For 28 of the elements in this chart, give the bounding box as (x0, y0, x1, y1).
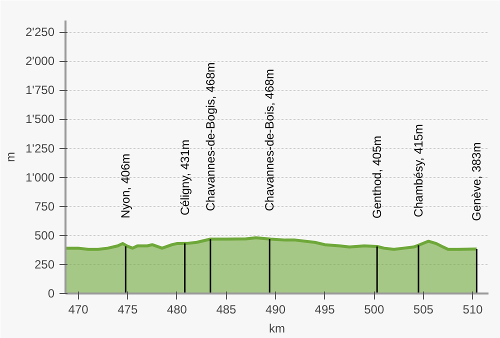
y-tick-label: 2'000 (26, 54, 55, 68)
x-tick-label: 485 (216, 302, 237, 316)
y-tick-label: 1'750 (26, 83, 55, 98)
y-tick-label: 2'250 (26, 25, 55, 40)
annotation: Chambésy, 415m (411, 124, 426, 218)
y-tick-label: 500 (34, 228, 55, 242)
y-axis-title: m (4, 152, 18, 162)
y-tick-label: 1'250 (26, 141, 55, 156)
x-tick-label: 495 (314, 302, 336, 316)
y-tick-label: 250 (34, 257, 55, 272)
y-tick-label: 1'500 (26, 112, 55, 126)
x-tick-label: 500 (364, 302, 384, 316)
x-tick-label: 510 (462, 302, 484, 316)
x-tick-label: 475 (118, 302, 138, 316)
x-tick-label: 490 (266, 302, 286, 316)
annotation: Genève, 383m (470, 142, 484, 222)
y-tick-label: 0 (48, 286, 55, 300)
x-tick-label: 505 (413, 302, 434, 316)
annotation: Céligny, 431m (178, 140, 192, 216)
annotation: Chavannes-de-Bogis, 468m (203, 62, 218, 212)
annotation: Chavannes-de-Bois, 468m (262, 69, 277, 212)
x-tick-label: 470 (68, 302, 89, 316)
x-tick-label: 480 (166, 302, 188, 316)
x-axis-title: km (269, 322, 285, 336)
annotation: Genthod, 405m (370, 136, 384, 218)
annotation: Nyon, 406m (118, 154, 133, 218)
y-tick-label: 1'000 (26, 170, 55, 184)
y-tick-label: 750 (34, 199, 55, 214)
